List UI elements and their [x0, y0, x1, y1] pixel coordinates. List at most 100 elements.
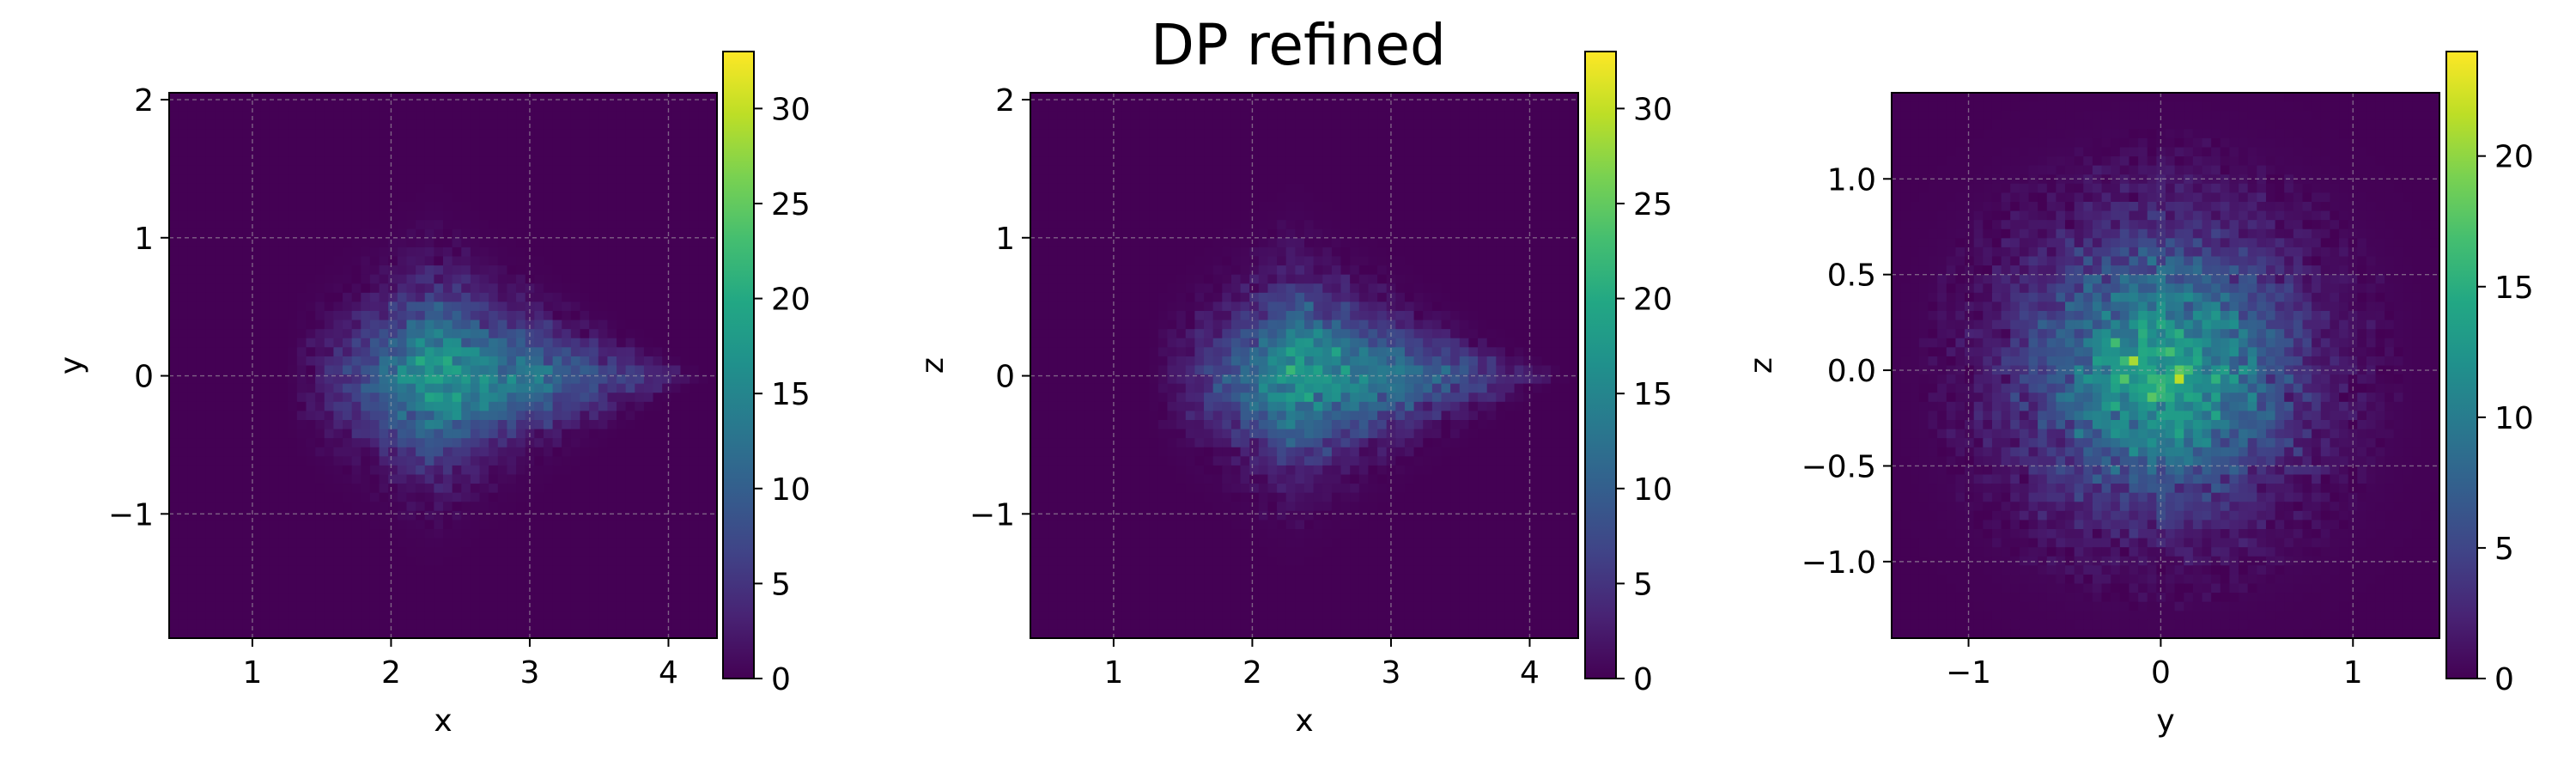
heatmap-cell — [205, 202, 216, 212]
heatmap-cell — [643, 156, 654, 167]
heatmap-cell — [379, 129, 389, 139]
heatmap-cell — [333, 556, 343, 566]
heatmap-cell — [698, 210, 708, 221]
heatmap-cell — [653, 365, 663, 375]
heatmap-cell — [242, 547, 252, 557]
heatmap-cell — [205, 119, 216, 130]
heatmap-cell — [1204, 165, 1214, 175]
heatmap-cell — [205, 629, 216, 639]
heatmap-cell — [1121, 202, 1132, 212]
heatmap-cell — [406, 265, 416, 276]
heatmap-cell — [1277, 238, 1287, 248]
heatmap-cell — [169, 447, 179, 457]
heatmap-cell — [452, 247, 462, 258]
heatmap-cell — [1157, 93, 1169, 103]
heatmap-cell — [187, 374, 197, 385]
heatmap-cell — [662, 137, 672, 149]
heatmap-cell — [607, 238, 617, 248]
heatmap-cell — [625, 228, 635, 239]
heatmap-cell — [598, 93, 608, 103]
heatmap-cell — [296, 438, 307, 448]
heatmap-cell — [1386, 247, 1396, 258]
heatmap-cell — [260, 429, 270, 439]
heatmap-cell — [552, 156, 562, 167]
heatmap-cell — [598, 228, 608, 239]
heatmap-cell — [470, 556, 481, 566]
heatmap-cell — [296, 119, 307, 130]
heatmap-cell — [534, 320, 544, 330]
heatmap-cell — [497, 147, 508, 157]
heatmap-cell — [1478, 129, 1488, 139]
heatmap-cell — [598, 147, 608, 157]
heatmap-cell — [233, 601, 243, 612]
heatmap-cell — [1258, 183, 1269, 194]
heatmap-cell — [1130, 292, 1141, 303]
heatmap-cell — [680, 611, 690, 621]
heatmap-cell — [489, 574, 499, 585]
heatmap-cell — [1322, 265, 1333, 276]
heatmap-cell — [479, 484, 489, 494]
heatmap-cell — [351, 538, 361, 548]
heatmap-cell — [452, 265, 462, 276]
heatmap-cell — [1277, 101, 1287, 112]
heatmap-cell — [489, 429, 499, 439]
heatmap-cell — [690, 529, 700, 539]
heatmap-cell — [1149, 228, 1159, 239]
x-tick-label: 2 — [381, 655, 401, 691]
heatmap-cell — [1413, 129, 1424, 139]
heatmap-cell — [516, 265, 526, 276]
heatmap-cell — [233, 301, 243, 312]
heatmap-cell — [434, 256, 444, 266]
heatmap-cell — [443, 301, 453, 312]
heatmap-cell — [1230, 93, 1242, 103]
heatmap-cell — [698, 292, 708, 303]
heatmap-cell — [187, 283, 197, 294]
heatmap-cell — [223, 601, 234, 612]
heatmap-cell — [1030, 283, 1041, 294]
heatmap-cell — [196, 329, 207, 339]
heatmap-cell — [351, 438, 361, 448]
heatmap-cell — [1176, 119, 1187, 130]
heatmap-cell — [443, 274, 453, 284]
heatmap-cell — [424, 383, 434, 393]
heatmap-cell — [251, 547, 261, 557]
heatmap-cell — [1340, 220, 1351, 230]
heatmap-cell — [424, 220, 434, 230]
heatmap-cell — [424, 556, 434, 566]
heatmap-cell — [1532, 283, 1543, 294]
heatmap-cell — [205, 383, 216, 393]
heatmap-cell — [598, 183, 608, 194]
heatmap-cell — [406, 547, 416, 557]
heatmap-cell — [1285, 183, 1296, 194]
heatmap-cell — [260, 137, 270, 149]
heatmap-cell — [269, 137, 280, 149]
heatmap-cell — [369, 265, 380, 276]
heatmap-cell — [570, 156, 581, 167]
heatmap-cell — [1185, 129, 1195, 139]
heatmap-cell — [698, 593, 708, 603]
heatmap-cell — [1212, 174, 1223, 185]
y-tick-label: −1 — [108, 497, 154, 533]
heatmap-cell — [671, 401, 682, 412]
heatmap-cell — [1130, 220, 1141, 230]
heatmap-cell — [424, 393, 434, 403]
heatmap-cell — [617, 256, 627, 266]
heatmap-cell — [369, 111, 380, 121]
heatmap-cell — [516, 565, 526, 575]
heatmap-cell — [361, 393, 371, 403]
heatmap-cell — [489, 329, 499, 339]
heatmap-cell — [361, 93, 371, 103]
heatmap-cell — [1331, 119, 1342, 130]
heatmap-cell — [662, 192, 672, 203]
heatmap-cell — [424, 456, 434, 466]
heatmap-cell — [680, 411, 690, 421]
heatmap-cell — [361, 538, 371, 548]
heatmap-cell — [288, 247, 298, 258]
heatmap-cell — [653, 547, 663, 557]
heatmap-cell — [680, 629, 690, 639]
heatmap-cell — [1130, 119, 1141, 130]
heatmap-cell — [1523, 111, 1534, 121]
heatmap-cell — [580, 474, 590, 484]
heatmap-cell — [196, 447, 207, 457]
heatmap-cell — [497, 374, 508, 385]
